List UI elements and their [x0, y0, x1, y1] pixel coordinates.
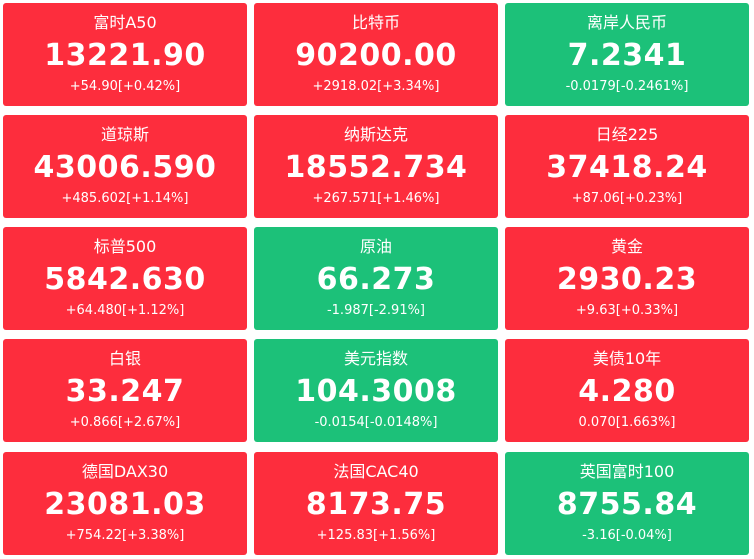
quote-tile-us-10y-treasury[interactable]: 美债10年 4.280 0.070[1.663%]: [505, 339, 749, 442]
quote-name: 德国DAX30: [81, 462, 169, 481]
quote-change: +754.22[+3.38%]: [65, 528, 185, 543]
quote-tile-dollar-index[interactable]: 美元指数 104.3008 -0.0154[-0.0148%]: [254, 339, 498, 442]
quote-change: +9.63[+0.33%]: [575, 303, 679, 318]
quote-price: 104.3008: [295, 374, 457, 409]
quote-change: +87.06[+0.23%]: [571, 191, 683, 206]
quote-name: 原油: [359, 237, 392, 256]
quote-change: +485.602[+1.14%]: [61, 191, 189, 206]
quote-price: 23081.03: [44, 487, 206, 522]
quote-change: -1.987[-2.91%]: [326, 303, 426, 318]
quote-name: 美债10年: [592, 349, 662, 368]
quote-name: 纳斯达克: [343, 125, 408, 144]
quote-price: 5842.630: [44, 262, 206, 297]
quote-tile-bitcoin[interactable]: 比特币 90200.00 +2918.02[+3.34%]: [254, 3, 498, 106]
quote-change: -3.16[-0.04%]: [582, 528, 672, 543]
quote-tile-ftse-100[interactable]: 英国富时100 8755.84 -3.16[-0.04%]: [505, 452, 749, 555]
quote-change: +2918.02[+3.34%]: [312, 79, 440, 94]
quote-tile-sp-500[interactable]: 标普500 5842.630 +64.480[+1.12%]: [3, 227, 247, 330]
quote-price: 2930.23: [556, 262, 698, 297]
quote-change: +267.571[+1.46%]: [312, 191, 440, 206]
quote-tile-nasdaq[interactable]: 纳斯达克 18552.734 +267.571[+1.46%]: [254, 115, 498, 218]
quote-name: 法国CAC40: [333, 462, 419, 481]
quote-price: 33.247: [65, 374, 185, 409]
quote-tile-crude-oil[interactable]: 原油 66.273 -1.987[-2.91%]: [254, 227, 498, 330]
quote-name: 标普500: [93, 237, 157, 256]
quote-change: +125.83[+1.56%]: [316, 528, 436, 543]
quote-price: 8755.84: [556, 487, 698, 522]
quote-change: -0.0179[-0.2461%]: [565, 79, 689, 94]
quote-tile-cac-40[interactable]: 法国CAC40 8173.75 +125.83[+1.56%]: [254, 452, 498, 555]
quote-change: 0.070[1.663%]: [578, 415, 676, 430]
quote-tile-nikkei-225[interactable]: 日经225 37418.24 +87.06[+0.23%]: [505, 115, 749, 218]
quote-price: 13221.90: [44, 38, 206, 73]
quote-price: 90200.00: [295, 38, 457, 73]
quote-tile-dax-30[interactable]: 德国DAX30 23081.03 +754.22[+3.38%]: [3, 452, 247, 555]
quote-tile-silver[interactable]: 白银 33.247 +0.866[+2.67%]: [3, 339, 247, 442]
quote-name: 离岸人民币: [586, 13, 667, 32]
quote-name: 英国富时100: [579, 462, 675, 481]
quote-change: +64.480[+1.12%]: [65, 303, 185, 318]
quote-price: 43006.590: [33, 150, 217, 185]
quote-name: 白银: [108, 349, 141, 368]
quote-price: 7.2341: [567, 38, 687, 73]
quote-tile-dow-jones[interactable]: 道琼斯 43006.590 +485.602[+1.14%]: [3, 115, 247, 218]
quote-name: 美元指数: [343, 349, 408, 368]
quote-price: 8173.75: [305, 487, 447, 522]
quote-price: 4.280: [578, 374, 676, 409]
quote-name: 日经225: [595, 125, 659, 144]
quote-price: 18552.734: [284, 150, 468, 185]
quote-name: 比特币: [351, 13, 400, 32]
quote-change: +54.90[+0.42%]: [69, 79, 181, 94]
quote-name: 道琼斯: [100, 125, 149, 144]
quote-name: 富时A50: [93, 13, 157, 32]
quote-tile-offshore-rmb[interactable]: 离岸人民币 7.2341 -0.0179[-0.2461%]: [505, 3, 749, 106]
quote-change: -0.0154[-0.0148%]: [314, 415, 438, 430]
quote-price: 37418.24: [546, 150, 708, 185]
quote-name: 黄金: [610, 237, 643, 256]
quote-price: 66.273: [316, 262, 436, 297]
quote-tile-ftse-a50[interactable]: 富时A50 13221.90 +54.90[+0.42%]: [3, 3, 247, 106]
quote-change: +0.866[+2.67%]: [69, 415, 181, 430]
quote-tile-gold[interactable]: 黄金 2930.23 +9.63[+0.33%]: [505, 227, 749, 330]
